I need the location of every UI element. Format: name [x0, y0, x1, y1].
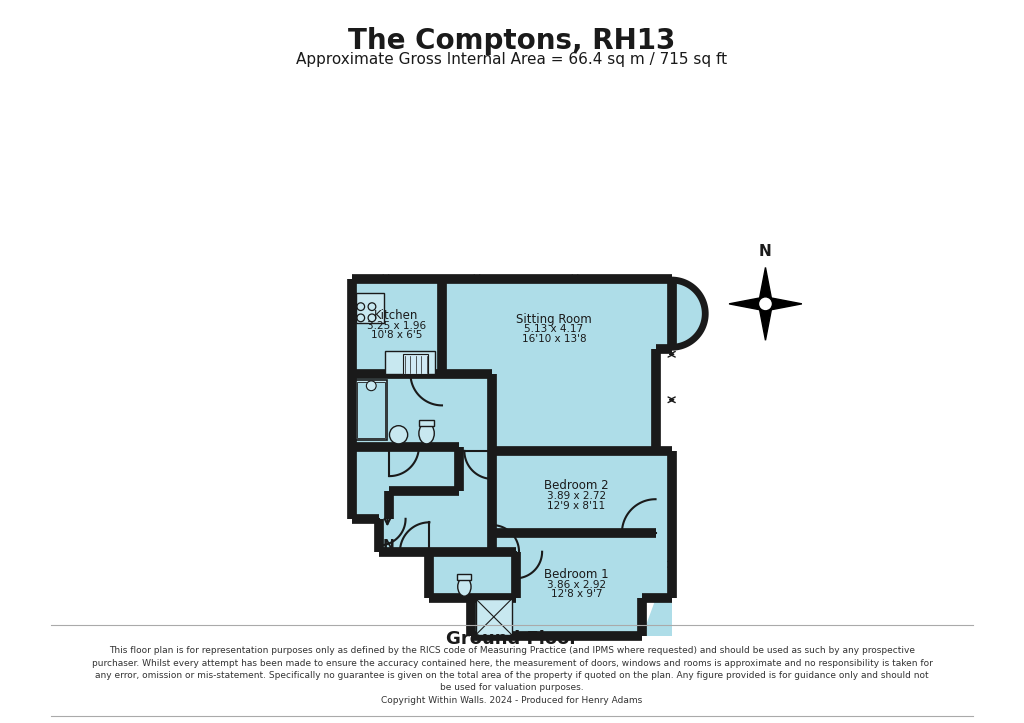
Text: Approximate Gross Internal Area = 66.4 sq m / 715 sq ft: Approximate Gross Internal Area = 66.4 s…	[296, 52, 728, 67]
Text: Sitting Room: Sitting Room	[516, 313, 592, 326]
Bar	[356, 294, 384, 322]
Text: 3.86 x 2.92: 3.86 x 2.92	[547, 580, 606, 590]
Text: 10'8 x 6'5: 10'8 x 6'5	[371, 330, 422, 341]
Bar	[458, 574, 471, 580]
Bar	[475, 599, 512, 635]
Polygon shape	[759, 268, 772, 304]
Text: 12'9 x 8'11: 12'9 x 8'11	[548, 500, 605, 510]
Text: 3.89 x 2.72: 3.89 x 2.72	[547, 491, 606, 501]
Text: The Comptons, RH13: The Comptons, RH13	[348, 27, 676, 56]
Text: Bedroom 2: Bedroom 2	[544, 479, 608, 492]
Text: 12'8 x 9'7: 12'8 x 9'7	[551, 589, 602, 599]
Text: Kitchen: Kitchen	[375, 309, 419, 322]
Ellipse shape	[458, 577, 471, 596]
Text: Ground Floor: Ground Floor	[445, 630, 579, 649]
Polygon shape	[642, 598, 672, 636]
Ellipse shape	[419, 423, 434, 444]
Bar	[419, 420, 434, 426]
Text: any error, omission or mis-statement. Specifically no guarantee is given on the : any error, omission or mis-statement. Sp…	[95, 671, 929, 680]
Polygon shape	[759, 304, 772, 341]
Text: Bedroom 1: Bedroom 1	[544, 568, 608, 581]
Bar	[357, 382, 385, 438]
Bar	[385, 351, 435, 374]
Text: 16'10 x 13'8: 16'10 x 13'8	[521, 334, 587, 344]
Text: This floor plan is for representation purposes only as defined by the RICS code : This floor plan is for representation pu…	[109, 646, 915, 655]
Circle shape	[759, 297, 772, 311]
Polygon shape	[352, 278, 672, 636]
Text: IN: IN	[379, 538, 395, 552]
Circle shape	[389, 426, 408, 444]
Polygon shape	[672, 278, 706, 348]
Text: 3.25 x 1.96: 3.25 x 1.96	[367, 320, 426, 330]
Text: Copyright Within Walls. 2024 - Produced for Henry Adams: Copyright Within Walls. 2024 - Produced …	[381, 696, 643, 704]
Bar	[403, 354, 428, 374]
Polygon shape	[766, 297, 802, 311]
Text: purchaser. Whilst every attempt has been made to ensure the accuracy contained h: purchaser. Whilst every attempt has been…	[91, 659, 933, 667]
Circle shape	[367, 381, 376, 390]
Text: 5.13 x 4.17: 5.13 x 4.17	[524, 324, 584, 334]
Polygon shape	[729, 297, 766, 311]
Bar	[356, 380, 387, 440]
Text: be used for valuation purposes.: be used for valuation purposes.	[440, 683, 584, 692]
Text: N: N	[759, 244, 772, 259]
